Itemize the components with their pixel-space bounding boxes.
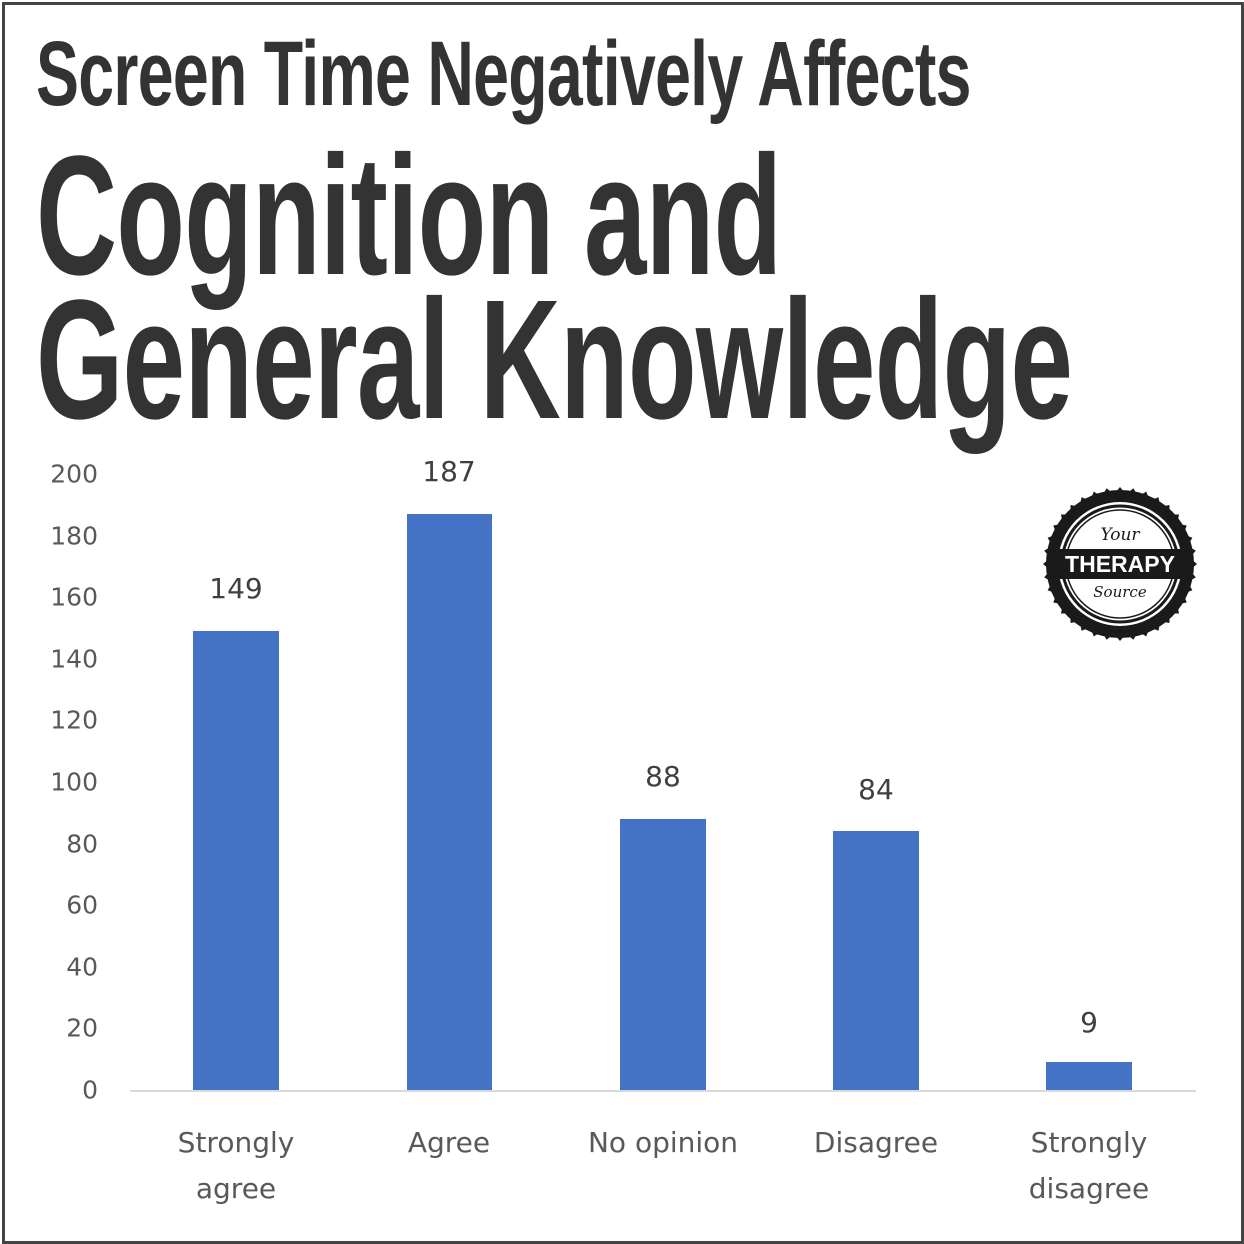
logo-your: Your (1100, 525, 1140, 545)
value-label: 187 (422, 455, 476, 488)
y-tick: 180 (50, 521, 98, 551)
bar-disagree (833, 831, 919, 1090)
logo-source: Source (1093, 583, 1147, 601)
title-line-1: Screen Time Negatively Affects (36, 23, 971, 125)
title-line-2: Cognition and (36, 121, 782, 311)
y-tick: 160 (50, 582, 98, 612)
x-label: Agree (407, 1126, 491, 1159)
logo-therapy: THERAPY (1065, 551, 1175, 577)
your-therapy-source-logo: Your THERAPY Source (1043, 487, 1197, 641)
value-label: 88 (645, 760, 681, 793)
y-tick: 0 (82, 1075, 98, 1105)
value-label: 9 (1080, 1006, 1098, 1039)
y-tick: 20 (66, 1013, 98, 1043)
y-tick: 60 (66, 890, 98, 920)
value-label: 84 (858, 773, 894, 806)
y-tick: 140 (50, 644, 98, 674)
value-label: 149 (209, 572, 263, 605)
badge-seal-icon: Your THERAPY Source (1043, 487, 1197, 641)
title-line-3: General Knowledge (36, 265, 1073, 455)
y-tick: 80 (66, 829, 98, 859)
y-tick: 40 (66, 952, 98, 982)
x-label: Disagree (813, 1126, 939, 1159)
bar-agree (407, 514, 492, 1090)
y-tick: 200 (50, 459, 98, 489)
bar-strongly-disagree (1046, 1062, 1132, 1090)
y-tick: 120 (50, 705, 98, 735)
bar-strongly-agree (193, 631, 279, 1090)
x-label: No opinion (587, 1126, 739, 1159)
x-label: Strongly disagree (1028, 1126, 1150, 1205)
bar-no-opinion (620, 819, 706, 1090)
x-axis-line (130, 1090, 1196, 1092)
x-label: Strongly agree (177, 1126, 295, 1205)
y-tick: 100 (50, 767, 98, 797)
